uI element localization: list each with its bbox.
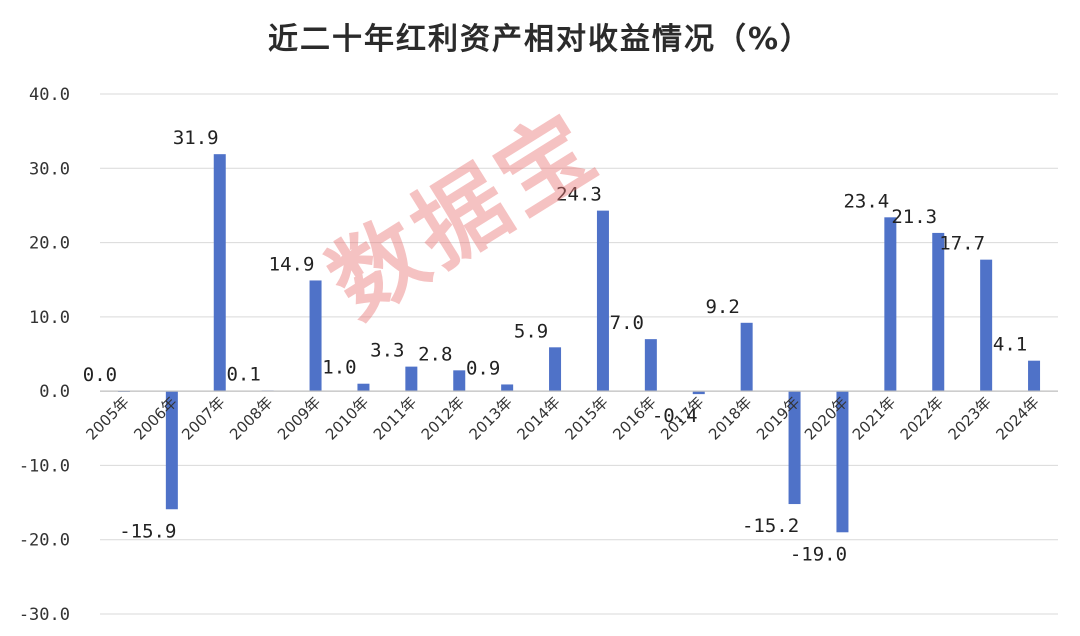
x-tick-label: 2012年 <box>418 393 468 443</box>
x-tick-label: 2024年 <box>993 393 1043 443</box>
y-tick-label: -10.0 <box>19 456 70 476</box>
x-tick-label: 2008年 <box>226 393 276 443</box>
x-tick-label: 2005年 <box>82 393 132 443</box>
x-tick-label: 2015年 <box>561 393 611 443</box>
data-label: 4.1 <box>993 334 1027 356</box>
x-tick-label: 2009年 <box>274 393 324 443</box>
y-tick-label: 0.0 <box>39 382 70 402</box>
x-tick-label: 2013年 <box>466 393 516 443</box>
y-tick-label: 20.0 <box>29 234 70 254</box>
bar <box>549 347 562 392</box>
x-tick-label: 2011年 <box>370 393 420 443</box>
x-tick-label: 2010年 <box>322 393 372 443</box>
data-label: 1.0 <box>322 357 356 379</box>
y-tick-label: 10.0 <box>29 308 70 328</box>
data-label: 0.9 <box>466 357 500 379</box>
x-tick-label: 2021年 <box>849 393 899 443</box>
bar <box>1028 360 1041 392</box>
bar <box>309 280 322 392</box>
bar <box>884 217 897 392</box>
x-tick-label: 2022年 <box>897 393 947 443</box>
data-label: -15.2 <box>742 515 799 537</box>
x-tick-label: 2014年 <box>514 393 564 443</box>
y-tick-label: 30.0 <box>29 159 70 179</box>
data-label: 2.8 <box>418 343 452 365</box>
bar <box>453 370 466 392</box>
y-tick-label: -30.0 <box>19 605 70 625</box>
data-label: 24.3 <box>556 184 602 206</box>
bar <box>932 232 945 392</box>
data-label: 14.9 <box>269 253 315 275</box>
bar <box>980 259 993 392</box>
bar <box>165 391 178 510</box>
data-label: 3.3 <box>370 340 404 362</box>
y-tick-label: 40.0 <box>29 85 70 105</box>
data-label: 21.3 <box>891 206 937 228</box>
data-label: 7.0 <box>610 312 644 334</box>
data-label: -0.4 <box>652 405 698 427</box>
bar <box>788 391 801 505</box>
bar <box>405 366 418 392</box>
data-label: 17.7 <box>939 233 985 255</box>
bar <box>213 154 226 392</box>
data-label: 9.2 <box>705 296 739 318</box>
data-label: 0.1 <box>226 363 260 385</box>
bar <box>740 322 753 392</box>
data-label: 23.4 <box>843 190 889 212</box>
data-label: 31.9 <box>173 127 219 149</box>
bar <box>644 339 657 392</box>
x-tick-label: 2023年 <box>945 393 995 443</box>
data-label: -15.9 <box>119 520 176 542</box>
bar <box>501 384 514 392</box>
x-tick-label: 2018年 <box>705 393 755 443</box>
bar <box>596 210 609 392</box>
x-tick-label: 2007年 <box>178 393 228 443</box>
data-label: 5.9 <box>514 320 548 342</box>
data-label: -19.0 <box>790 543 847 565</box>
bar <box>357 383 370 392</box>
data-label: 0.0 <box>83 364 117 386</box>
y-tick-label: -20.0 <box>19 531 70 551</box>
bar <box>836 391 849 533</box>
chart-title: 近二十年红利资产相对收益情况（%） <box>267 22 813 57</box>
bar <box>692 391 705 395</box>
